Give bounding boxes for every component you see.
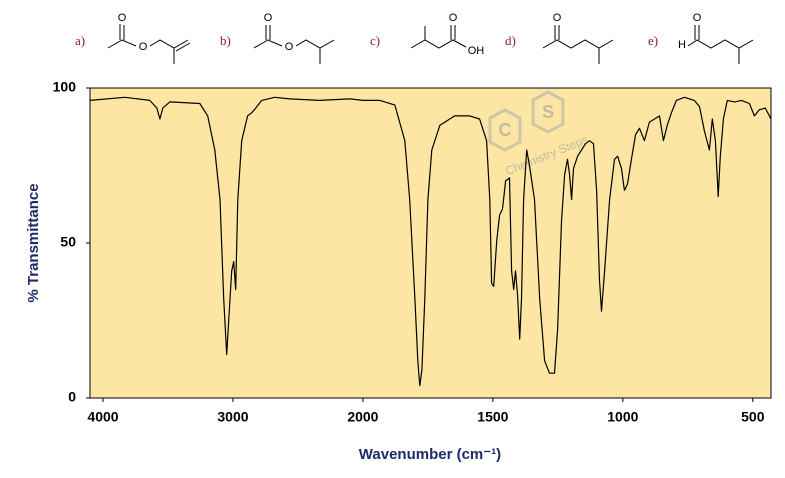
bond [253, 39, 283, 49]
bond [175, 42, 191, 52]
watermark-hexagon [531, 90, 565, 134]
x-tick-label: 1500 [477, 409, 508, 425]
structure-label: a) [75, 33, 85, 48]
watermark-letter: S [542, 102, 554, 122]
structure-label: b) [220, 33, 231, 48]
atom: O [118, 12, 127, 24]
y-tick-label: 100 [53, 79, 77, 95]
bond [687, 39, 754, 49]
atom: O [264, 12, 273, 24]
atom: O [285, 41, 294, 53]
x-axis-label: Wavenumber (cm⁻¹) [359, 446, 501, 463]
structure-label: c) [370, 33, 380, 48]
structure-label: e) [648, 33, 658, 48]
y-tick-label: 0 [68, 389, 76, 405]
atom: O [449, 12, 458, 24]
atom: O [693, 12, 702, 24]
bond [542, 39, 614, 49]
atom: H [678, 39, 686, 51]
atom: OH [468, 45, 485, 57]
watermark-hexagon [488, 108, 522, 152]
x-tick-label: 2000 [347, 409, 378, 425]
structure-label: d) [505, 33, 516, 48]
plot-area [89, 87, 772, 399]
bond [295, 39, 335, 49]
bond [107, 39, 137, 49]
atom: O [553, 12, 562, 24]
x-tick-label: 3000 [217, 409, 248, 425]
spectrum-line [89, 96, 772, 387]
y-tick-label: 50 [60, 234, 76, 250]
x-tick-label: 4000 [87, 409, 118, 425]
bond [410, 39, 467, 49]
watermark-letter: C [499, 120, 512, 140]
structures: a) O O b) O O c) O OH d) O e) [75, 12, 754, 64]
bond [149, 39, 189, 49]
x-tick-label: 1000 [607, 409, 638, 425]
x-tick-label: 500 [741, 409, 765, 425]
y-axis-label: % Transmittance [25, 183, 42, 302]
atom: O [139, 41, 148, 53]
